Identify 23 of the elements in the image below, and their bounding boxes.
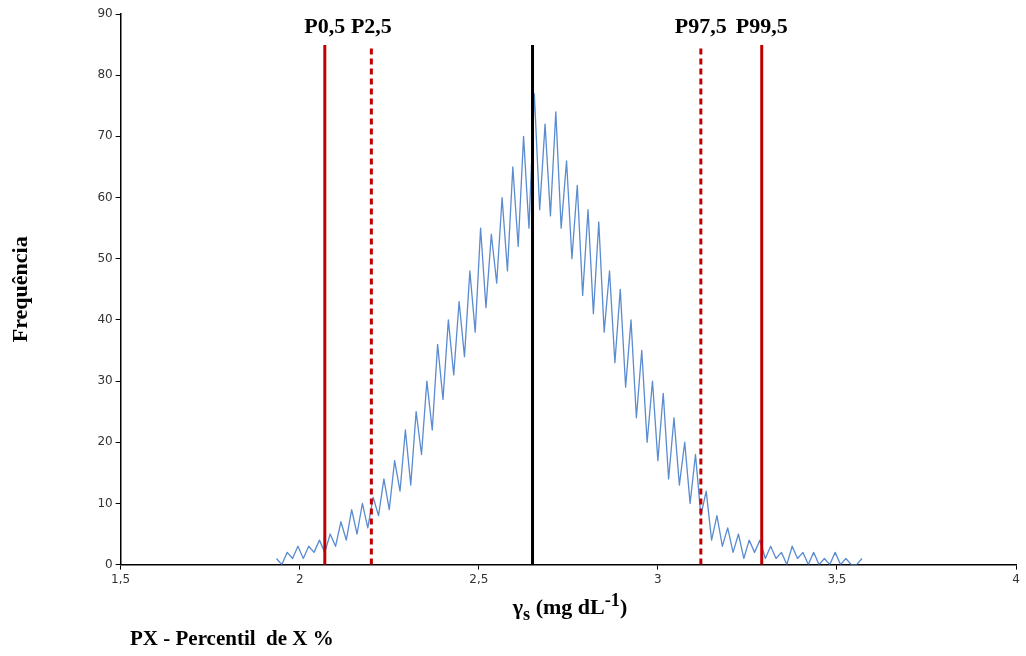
- x-tick-label: 2,5: [469, 571, 489, 586]
- x-tick-label: 1,5: [111, 571, 131, 586]
- y-tick-label: 90: [97, 6, 113, 21]
- x-tick-label: 3,5: [827, 571, 847, 586]
- y-tick-label: 80: [97, 67, 113, 82]
- y-tick-label: 60: [97, 189, 113, 204]
- y-tick-label: 40: [97, 312, 113, 327]
- x-tick-label: 3: [654, 571, 662, 586]
- x-tick-label: 4: [1012, 571, 1020, 586]
- ref-line-label: P97,5: [674, 12, 727, 38]
- y-tick-label: 70: [97, 128, 113, 143]
- text: PX - Percentil de X %: [130, 626, 334, 651]
- y-tick-label: 20: [97, 434, 113, 449]
- x-tick-label: 2: [295, 571, 304, 586]
- ref-line-label: P2,5: [350, 12, 392, 38]
- ref-line-label: P0,5: [304, 12, 346, 38]
- y-axis-title: Frequência: [6, 236, 32, 343]
- y-tick-label: 10: [97, 495, 113, 510]
- y-tick-label: 0: [105, 556, 113, 571]
- y-tick-label: 30: [97, 373, 113, 388]
- ref-line-label: P99,5: [735, 12, 788, 38]
- x-axis-title: γ$_{s}$ (mg dL$^{-1}$): [511, 590, 629, 625]
- y-tick-label: 50: [97, 250, 113, 265]
